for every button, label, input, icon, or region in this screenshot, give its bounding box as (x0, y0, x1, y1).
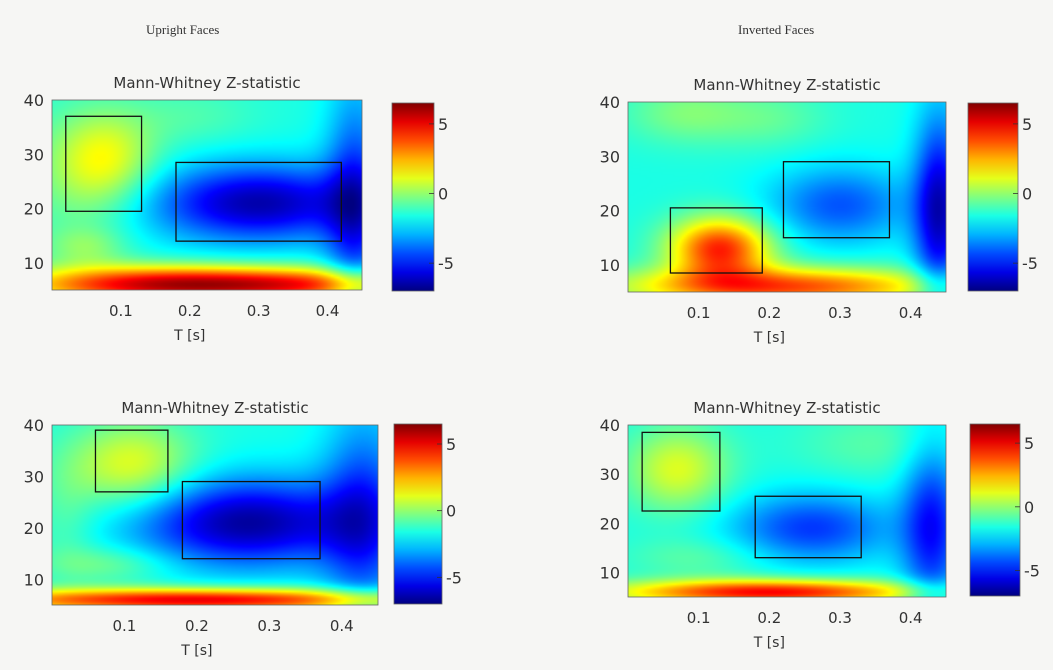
y-tick-label: 20 (600, 514, 620, 533)
x-axis-label: T [s] (753, 635, 785, 651)
roi-box-1 (669, 207, 763, 274)
y-tick-label: 30 (24, 467, 44, 486)
x-tick-label: 0.1 (687, 609, 711, 627)
colorbar-tick-label: 5 (438, 115, 448, 134)
roi-box-1 (94, 429, 169, 493)
roi-box-2 (181, 480, 321, 560)
x-axis-label: T [s] (180, 643, 212, 659)
colorbar-tick-label: 0 (446, 502, 456, 521)
heatmap-panel-upright-top: Mann-Whitney Z-statistic 0.1 0.2 0.3 0.4 T [s… (24, 74, 454, 344)
x-tick-label: 0.4 (899, 609, 923, 627)
inverted-faces-title: Inverted Faces (738, 22, 815, 37)
y-tick-label: 40 (600, 416, 620, 435)
colorbar-tick-label: 0 (1022, 185, 1032, 204)
heatmap-image (52, 425, 378, 605)
y-tick-label: 10 (24, 570, 44, 589)
x-tick-label: 0.4 (899, 304, 923, 322)
x-tick-label: 0.4 (316, 302, 340, 320)
y-tick-label: 30 (600, 147, 620, 166)
roi-box-2 (754, 495, 862, 559)
axes-frame (627, 101, 947, 293)
heatmap-panel-inverted-top: Mann-Whitney Z-statistic 0.1 0.2 0.3 0.4 T [s… (600, 76, 1038, 346)
x-tick-label: 0.1 (113, 617, 137, 635)
x-tick-label: 0.1 (109, 302, 133, 320)
x-axis-label: T [s] (753, 330, 785, 346)
x-tick-label: 0.3 (247, 302, 271, 320)
heatmap-image (628, 102, 946, 292)
y-tick-label: 30 (600, 465, 620, 484)
roi-box-2 (175, 161, 342, 242)
colorbar (391, 102, 435, 292)
colorbar-tick-label: 0 (1024, 498, 1034, 517)
colorbar (393, 423, 443, 605)
x-tick-label: 0.3 (828, 609, 852, 627)
colorbar-tick-label: 0 (438, 185, 448, 204)
colorbar-tick-label: -5 (1024, 562, 1040, 581)
colorbar-tick-label: 5 (1024, 434, 1034, 453)
x-tick-label: 0.2 (757, 304, 781, 322)
panel-title: Mann-Whitney Z-statistic (693, 76, 880, 94)
y-tick-label: 10 (24, 254, 44, 273)
colorbar (969, 423, 1021, 597)
heatmap-image (52, 100, 362, 290)
colorbar (967, 102, 1019, 292)
y-tick-label: 10 (600, 563, 620, 582)
y-tick-label: 20 (600, 202, 620, 221)
x-axis-label: T [s] (173, 328, 205, 344)
roi-box-2 (782, 161, 891, 239)
y-tick-label: 40 (24, 416, 44, 435)
colorbar-tick-label: 5 (446, 435, 456, 454)
upright-faces-title: Upright Faces (146, 22, 220, 37)
heatmap-panel-upright-bottom: Mann-Whitney Z-statistic 0.1 0.2 0.3 0.4 T [s… (24, 399, 462, 659)
x-tick-label: 0.3 (828, 304, 852, 322)
heatmap-panel-inverted-bottom: Mann-Whitney Z-statistic 0.1 0.2 0.3 0.4 T [s… (600, 399, 1040, 651)
x-tick-label: 0.2 (185, 617, 209, 635)
panel-title: Mann-Whitney Z-statistic (121, 399, 308, 417)
y-tick-label: 30 (24, 145, 44, 164)
x-tick-label: 0.4 (330, 617, 354, 635)
y-tick-label: 40 (24, 91, 44, 110)
colorbar-tick-label: -5 (438, 254, 454, 273)
x-tick-label: 0.3 (257, 617, 281, 635)
panel-title: Mann-Whitney Z-statistic (113, 74, 300, 92)
x-tick-label: 0.1 (687, 304, 711, 322)
x-tick-label: 0.2 (757, 609, 781, 627)
colorbar-tick-label: -5 (446, 568, 462, 587)
axes-frame (51, 99, 363, 291)
axes-frame (627, 424, 947, 598)
y-tick-label: 20 (24, 200, 44, 219)
y-tick-label: 40 (600, 93, 620, 112)
x-tick-label: 0.2 (178, 302, 202, 320)
colorbar-tick-label: 5 (1022, 115, 1032, 134)
y-tick-label: 20 (24, 519, 44, 538)
panel-title: Mann-Whitney Z-statistic (693, 399, 880, 417)
colorbar-tick-label: -5 (1022, 254, 1038, 273)
y-tick-label: 10 (600, 256, 620, 275)
axes-frame (51, 424, 379, 606)
roi-box-1 (65, 115, 143, 212)
roi-box-1 (641, 431, 721, 512)
